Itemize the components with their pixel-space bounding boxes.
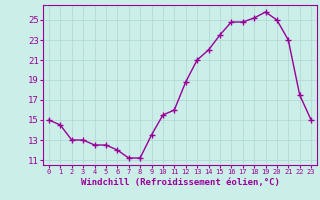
X-axis label: Windchill (Refroidissement éolien,°C): Windchill (Refroidissement éolien,°C): [81, 178, 279, 187]
